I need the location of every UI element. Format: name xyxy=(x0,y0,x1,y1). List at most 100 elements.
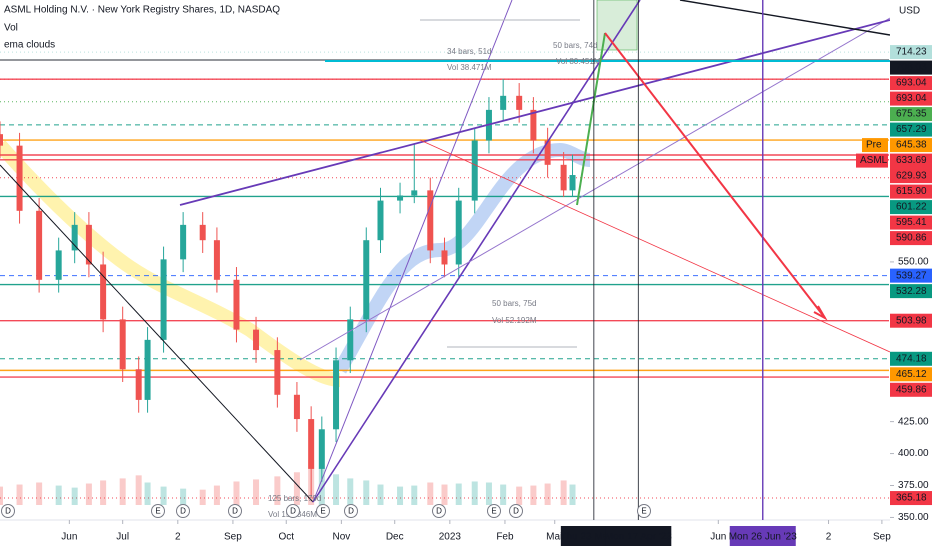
price-label: 532.28 xyxy=(896,286,927,297)
date-marker-label: Mon 26 Jun '23 xyxy=(729,532,798,543)
legend-item: Vol xyxy=(4,23,18,34)
event-label: D xyxy=(290,507,296,516)
x-tick-label: 2 xyxy=(175,532,181,543)
volume-bar xyxy=(560,480,567,505)
price-label-bg xyxy=(890,382,932,397)
price-label: 465.12 xyxy=(896,369,927,380)
volume-bar xyxy=(377,484,384,505)
currency: USD xyxy=(899,6,920,17)
ema-cloud xyxy=(333,142,591,374)
candle-body xyxy=(516,95,523,110)
candle-body xyxy=(0,134,3,146)
price-label-bg xyxy=(890,284,932,299)
candle-body xyxy=(411,190,418,196)
candle-body xyxy=(213,240,220,280)
price-label: 714.23 xyxy=(896,47,927,58)
price-label: 675.35 xyxy=(896,109,927,120)
x-tick-label: Mar xyxy=(546,532,564,543)
volume-bar xyxy=(100,480,107,505)
price-label-bg xyxy=(890,76,932,91)
candle-body xyxy=(36,210,43,280)
candle-body xyxy=(455,200,462,265)
x-tick-label: Oct xyxy=(278,532,294,543)
date-marker-bg xyxy=(729,526,796,546)
date-marker-label: Mon 17 Apr '23 xyxy=(605,532,672,543)
date-marker-label: Thu 23 Mar '23 xyxy=(560,532,627,543)
drawings-under xyxy=(0,0,638,387)
y-tick-label: 400.00 xyxy=(898,448,929,459)
candle-body xyxy=(16,145,23,211)
volume-bar xyxy=(233,481,240,505)
trend-line xyxy=(679,0,891,36)
volume-bar xyxy=(71,487,78,505)
event-marker xyxy=(1,504,15,518)
volume-bar xyxy=(36,482,43,505)
price-label-bg xyxy=(890,169,932,184)
price-label: 474.18 xyxy=(896,353,927,364)
price-label: 365.18 xyxy=(896,493,927,504)
trend-line xyxy=(179,19,891,206)
annotation: 125 bars, 179d xyxy=(268,494,321,503)
event-label: D xyxy=(513,507,519,516)
event-marker xyxy=(286,504,300,518)
volume-bar xyxy=(16,484,23,505)
price-label-bg xyxy=(890,107,932,122)
x-tick-label: Dec xyxy=(386,532,404,543)
candle-body xyxy=(318,429,325,469)
volume-bar xyxy=(471,481,478,505)
candle-body xyxy=(500,95,507,110)
volume-bar xyxy=(213,485,220,505)
price-label: 601.22 xyxy=(896,202,927,213)
y-tick-label: 350.00 xyxy=(898,512,929,523)
x-tick-label: 2 xyxy=(826,532,832,543)
price-label: 595.41 xyxy=(896,217,927,228)
arrow-head xyxy=(813,305,828,321)
volume-bar xyxy=(135,475,142,505)
candle-body xyxy=(180,224,187,260)
annotation: 34 bars, 51d xyxy=(447,47,491,56)
volume-bar xyxy=(516,486,523,505)
price-tag: Pre xyxy=(866,140,882,151)
candle-body xyxy=(55,250,62,280)
candle-body xyxy=(71,224,78,251)
price-label: 539.27 xyxy=(896,270,927,281)
volume-bar xyxy=(318,468,325,505)
trend-line xyxy=(312,0,513,503)
price-label-bg xyxy=(890,91,932,106)
event-label: D xyxy=(5,507,11,516)
event-label: E xyxy=(320,507,325,516)
candle-body xyxy=(363,240,370,320)
candle-body xyxy=(441,250,448,265)
price-label-bg xyxy=(890,313,932,328)
x-tick-label: Feb xyxy=(496,532,514,543)
volume-bar xyxy=(293,472,300,505)
price-label: 459.86 xyxy=(896,384,927,395)
event-label: E xyxy=(491,507,496,516)
x-tick-label: Nov xyxy=(332,532,350,543)
candle-body xyxy=(544,140,551,165)
volume-bar xyxy=(544,483,551,505)
volume-bar xyxy=(274,476,281,505)
event-marker xyxy=(509,504,523,518)
price-tag-bg xyxy=(856,153,888,168)
annotation: 50 bars, 74d xyxy=(553,41,597,50)
x-tick-label: Jul xyxy=(116,532,129,543)
price-label-bg xyxy=(890,215,932,230)
trend-line xyxy=(312,0,641,503)
price-label-bg xyxy=(890,45,932,60)
volume-bar xyxy=(85,483,92,505)
candle-body xyxy=(377,200,384,241)
price-label: 657.29 xyxy=(896,124,927,135)
y-tick-label: 550.00 xyxy=(898,257,929,268)
volume-bar xyxy=(397,486,404,505)
candle-body xyxy=(530,109,537,141)
event-label: D xyxy=(232,507,238,516)
candle-body xyxy=(569,175,576,191)
y-tick-label: 425.00 xyxy=(898,416,929,427)
price-label: 629.93 xyxy=(896,171,927,182)
price-label-bg xyxy=(890,268,932,283)
price-label: 645.38 xyxy=(896,140,927,151)
candle-body xyxy=(253,329,260,351)
volume-bar xyxy=(347,478,354,505)
volume-bar xyxy=(363,480,370,505)
